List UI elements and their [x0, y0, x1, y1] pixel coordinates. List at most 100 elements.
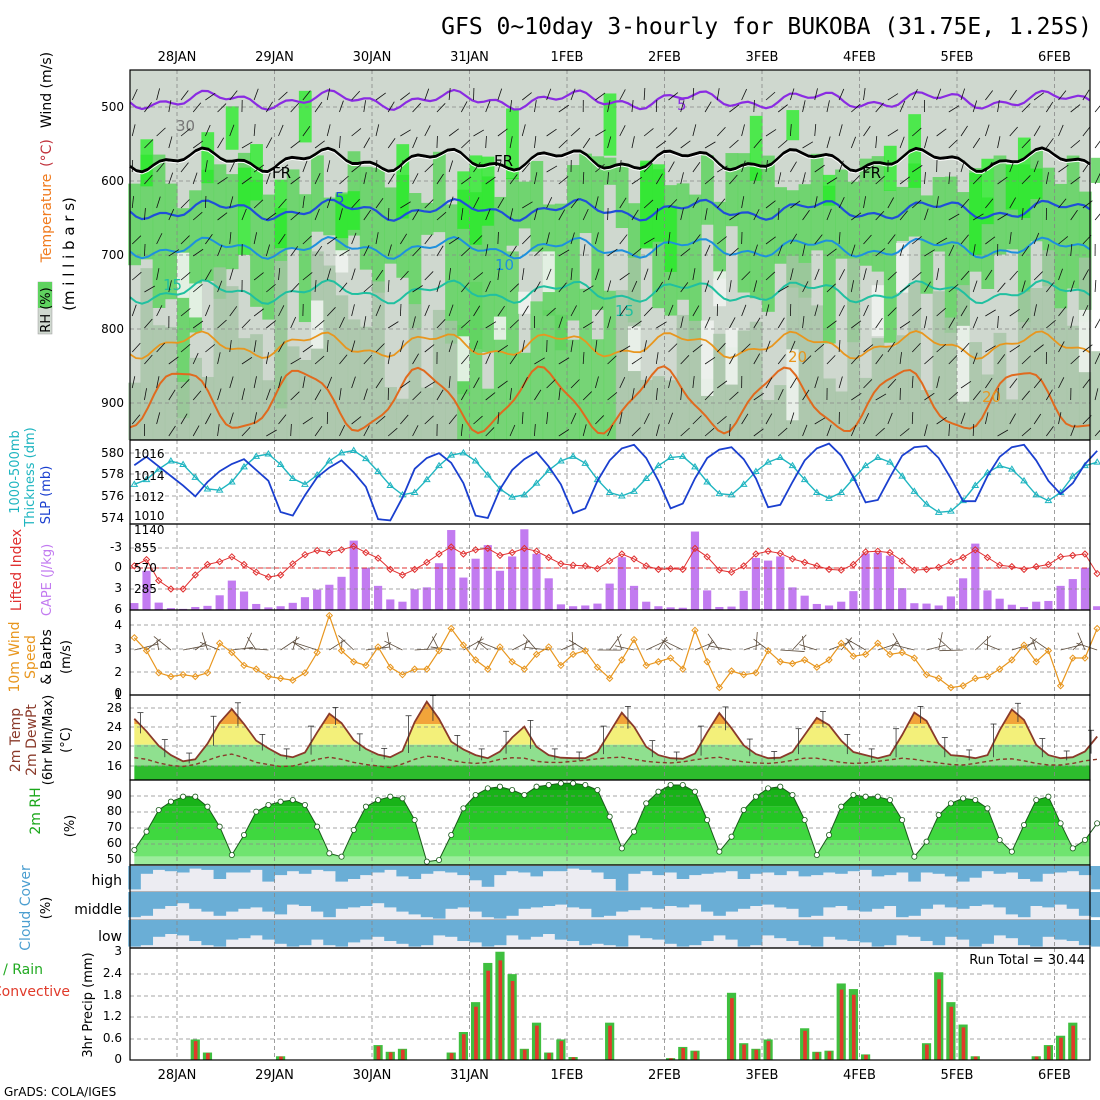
wind-speed-point — [1093, 624, 1100, 633]
wind-barb — [192, 352, 199, 365]
wind-tick: 1 — [114, 688, 122, 702]
wind-barb — [1029, 636, 1049, 651]
wind-barb — [278, 414, 287, 425]
cape-tick: 570 — [134, 561, 157, 575]
precip-tick: 3 — [114, 944, 122, 958]
wind-barb — [680, 282, 689, 293]
cloud-cell — [725, 920, 739, 940]
cape-bar — [142, 570, 151, 610]
cloud-cell — [432, 920, 446, 936]
wind-speed-point — [520, 665, 529, 673]
wind-barb — [205, 124, 211, 137]
cloud-cell — [372, 920, 385, 937]
wind-barb — [643, 237, 655, 245]
cape-bar — [751, 557, 760, 610]
cloud-cell — [335, 892, 349, 909]
wind-barb — [461, 247, 471, 257]
wind-barb — [168, 425, 176, 437]
wind-barb — [899, 136, 905, 149]
wind-barb — [972, 352, 978, 365]
wind-barb — [997, 282, 1006, 293]
lifted-index-point — [740, 562, 748, 570]
wind-barb — [477, 641, 489, 651]
cloud-cell — [298, 892, 312, 906]
cloud-cell — [128, 920, 141, 947]
wind-barb — [384, 640, 403, 651]
wind-barb — [899, 100, 906, 113]
wind-barb — [631, 176, 643, 185]
wind-barb — [1021, 103, 1031, 113]
axis-labels: RH (%)Temperature(°C)Wind (m/s)(m i l l … — [0, 52, 96, 1058]
cloud-cell — [311, 866, 324, 870]
rh-cell — [591, 156, 605, 310]
wind-barb — [205, 344, 215, 353]
cloud-cell — [262, 866, 275, 882]
wind-barb — [497, 268, 500, 281]
wind-speed-point — [1008, 656, 1016, 664]
cloud-cell — [810, 892, 824, 916]
rh-point — [314, 823, 321, 830]
wind-barb — [889, 640, 898, 651]
cape-bar — [837, 601, 846, 610]
cloud-cell — [1017, 920, 1031, 946]
wind-barb — [802, 209, 810, 221]
wind-speed-point — [1069, 654, 1077, 662]
wind-barb — [217, 103, 227, 113]
wind-barb — [607, 355, 617, 365]
wind-barb — [716, 269, 724, 281]
wind-barb — [704, 141, 716, 149]
lifted-index-point — [325, 548, 334, 557]
wind-speed-point — [898, 648, 906, 657]
thickness-point — [764, 458, 772, 465]
wind-barb — [1033, 125, 1041, 137]
temp-tick: 28 — [107, 701, 122, 715]
wind-barb — [875, 393, 887, 401]
thickness-point — [362, 454, 370, 462]
wind-barb — [704, 101, 712, 113]
bottom-date-label: 5FEB — [941, 1068, 974, 1083]
wind-barb — [777, 208, 780, 221]
cape-bar — [288, 602, 297, 610]
wind-barb — [704, 280, 710, 293]
wind-barb — [253, 232, 258, 245]
cape-bar — [154, 602, 163, 610]
cloud-cell — [835, 866, 848, 874]
wind-barb — [887, 412, 893, 425]
wind-speed-point — [1044, 646, 1053, 655]
wind-barb — [253, 124, 256, 137]
wind-barb — [534, 172, 538, 185]
wind-barb — [729, 213, 740, 221]
wind-barb — [801, 636, 806, 651]
wind-barb — [692, 268, 696, 281]
wind-barb — [134, 643, 159, 651]
wind-barb — [692, 162, 701, 173]
thickness-axis-label-2: Thickness (dm) — [23, 427, 38, 527]
cloud-cell — [1078, 892, 1092, 916]
wind-barb — [497, 128, 508, 137]
rh-cell — [457, 336, 471, 382]
cloud-cell — [981, 892, 994, 905]
wind-speed-point — [593, 663, 602, 671]
rh-cell — [432, 309, 446, 440]
cloud-cell — [640, 892, 653, 908]
wind-barb — [924, 355, 934, 365]
wind-barb — [546, 412, 549, 425]
cloud-cell — [749, 866, 763, 874]
rh-point — [204, 803, 211, 810]
cape-bar — [471, 558, 480, 610]
rh-cell — [786, 110, 800, 141]
rh-band — [134, 840, 1090, 857]
wind-barb — [351, 232, 357, 245]
rh-point — [265, 802, 272, 809]
cloud-cell — [652, 866, 665, 876]
rh-cell — [420, 387, 434, 440]
cape-bar — [447, 530, 456, 610]
lifted-index-point — [203, 560, 212, 569]
cape-axis-label: CAPE (J/kg) — [40, 544, 55, 616]
wind-barb — [875, 427, 885, 437]
wind-barb — [838, 269, 845, 281]
lifted-index-point — [569, 561, 577, 569]
thickness-point — [934, 508, 943, 515]
cloud-cell — [981, 920, 994, 944]
wind-barb — [473, 272, 484, 281]
